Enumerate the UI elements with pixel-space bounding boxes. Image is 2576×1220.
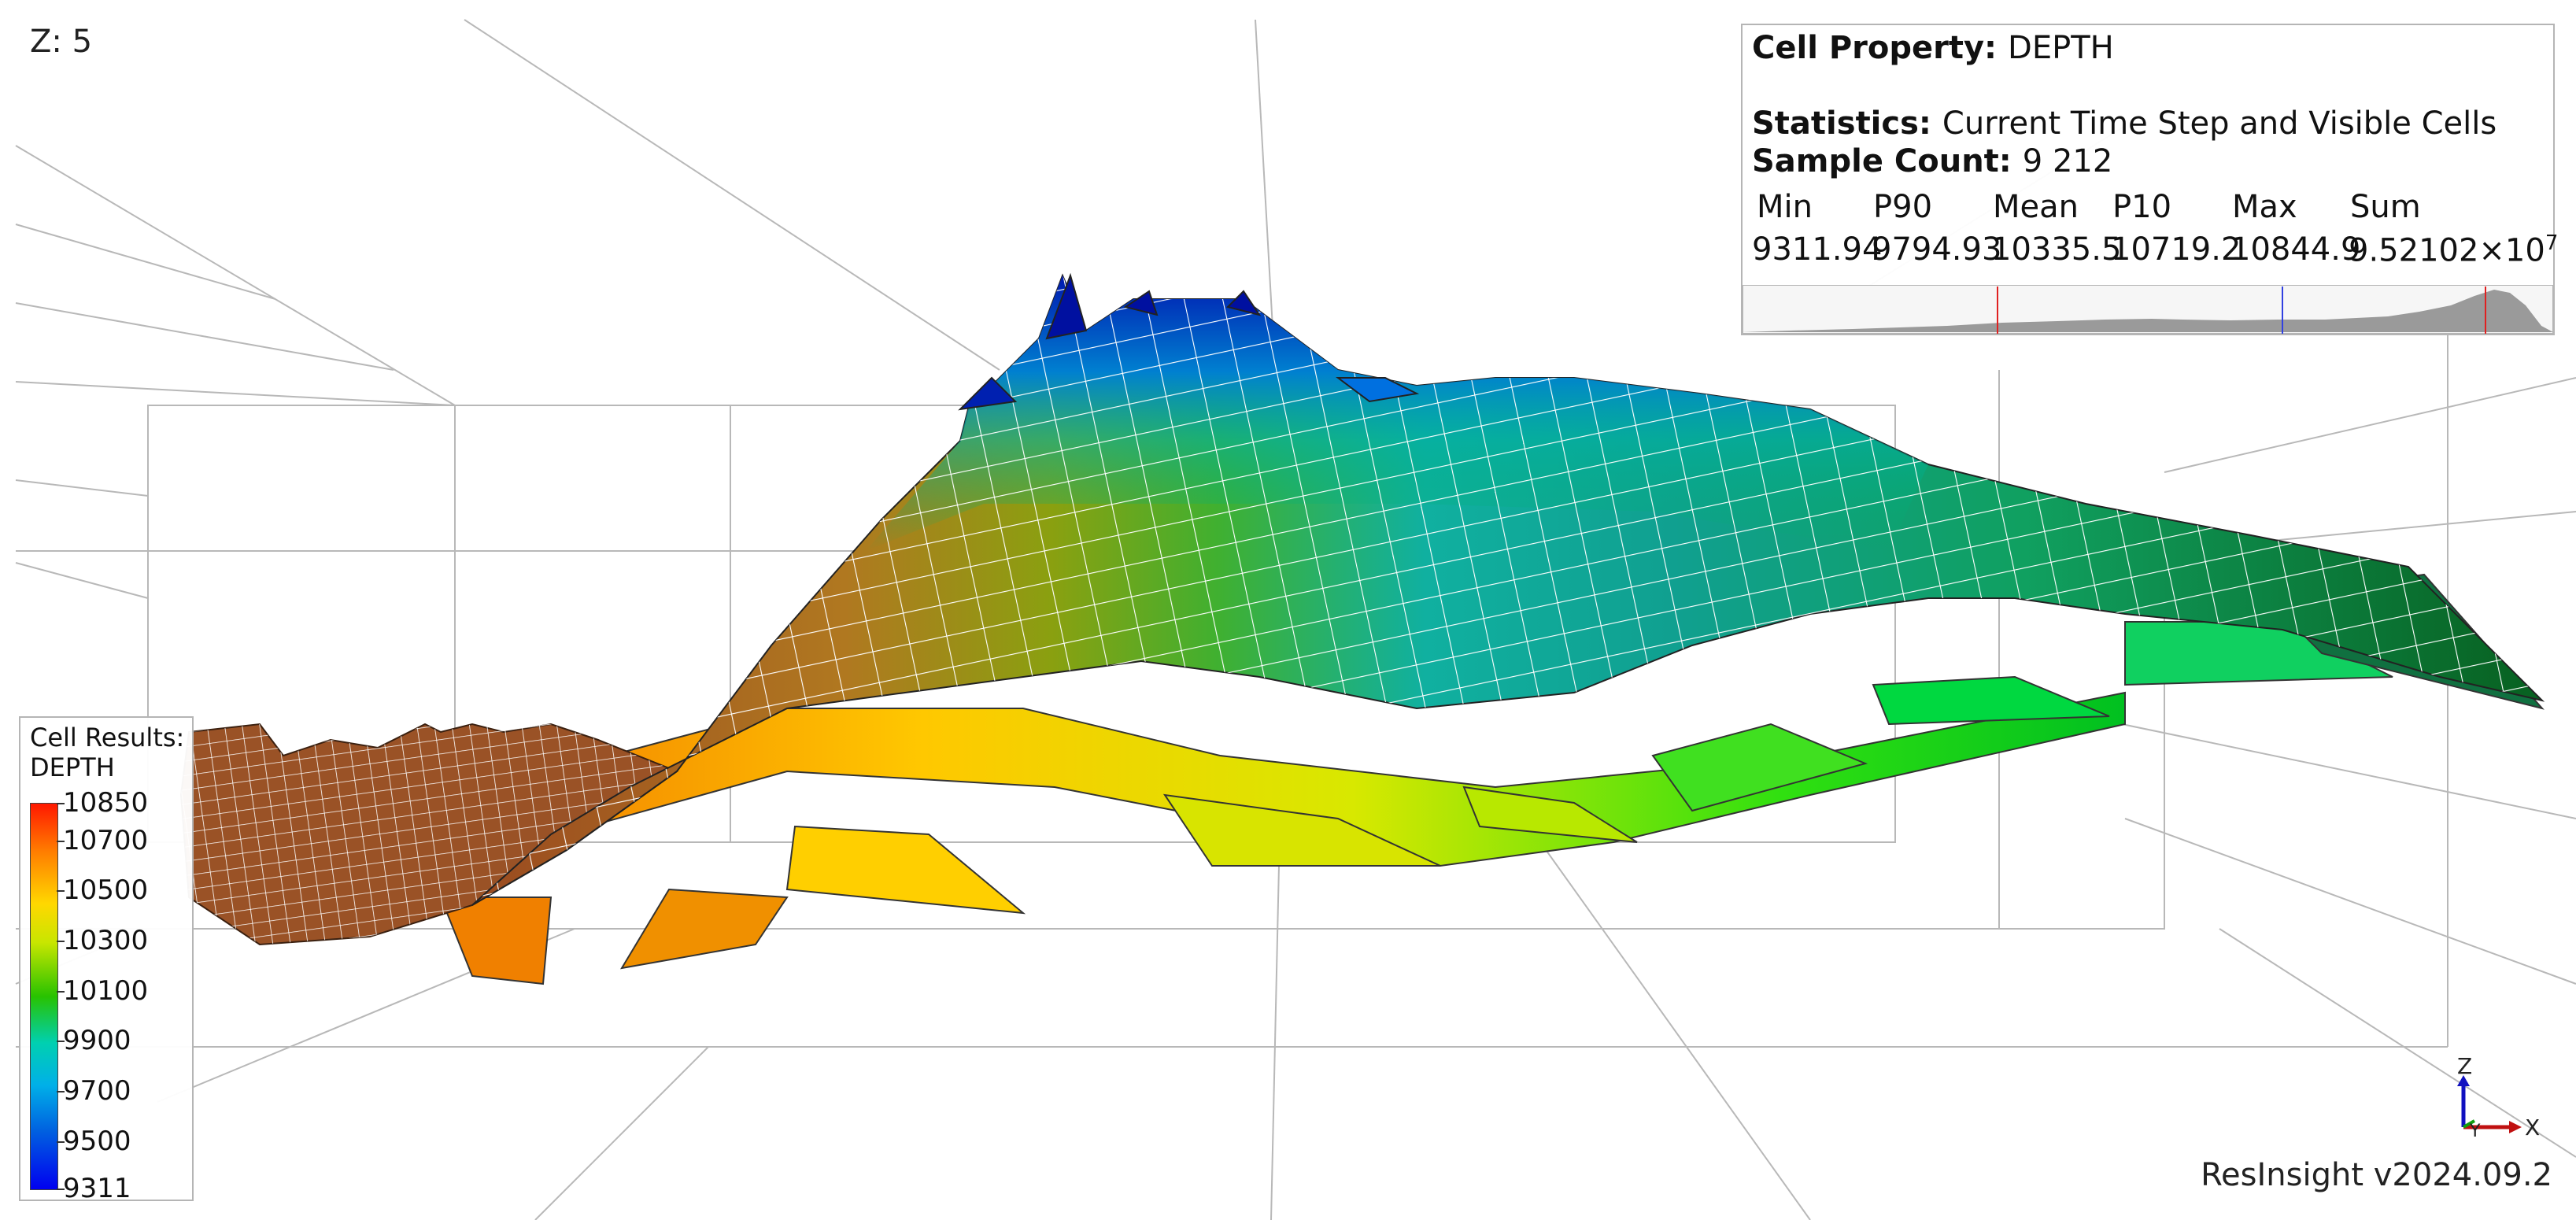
legend-tick-mark (57, 803, 65, 804)
legend-title: Cell Results: DEPTH (30, 723, 184, 782)
axis-z-label: Z (2457, 1055, 2472, 1079)
legend-color-bar (30, 803, 58, 1190)
legend-tick-label: 9500 (63, 1125, 131, 1157)
legend-tick-label: 9700 (63, 1075, 131, 1107)
stat-value-min: 9311.94 (1752, 231, 1883, 268)
legend-tick-mark (57, 1189, 65, 1190)
legend-tick-label: 9900 (63, 1025, 131, 1057)
stat-value-mean: 10335.5 (1991, 231, 2122, 268)
sample-count-value: 9 212 (2022, 143, 2113, 179)
legend-title-line2: DEPTH (30, 752, 115, 782)
stat-value-p90: 9794.93 (1872, 231, 2002, 268)
stat-value-max: 10844.9 (2230, 231, 2361, 268)
sample-count-label: Sample Count: (1752, 143, 2012, 179)
stat-header-min: Min (1757, 189, 1813, 225)
legend-tick-mark (57, 941, 65, 943)
stat-header-max: Max (2232, 189, 2297, 225)
stat-value-sum-exponent: 7 (2545, 231, 2559, 255)
stat-value-sum: 9.52102×107 (2349, 231, 2558, 268)
axis-x-label: X (2525, 1115, 2540, 1141)
legend-tick-mark (57, 990, 65, 993)
legend-tick-mark (57, 1141, 65, 1143)
stat-header-p90: P90 (1873, 189, 1933, 225)
legend-tick-label: 10700 (63, 824, 149, 856)
legend-tick-mark (57, 1041, 65, 1043)
legend-tick-label: 10300 (63, 925, 149, 957)
sample-count-line: Sample Count: 9 212 (1752, 143, 2112, 179)
grid-box (15, 19, 2576, 1220)
stat-value-sum-mantissa: 9.52102×10 (2349, 232, 2545, 269)
histogram-bars (1743, 290, 2553, 332)
statistics-line: Statistics: Current Time Step and Visible… (1752, 105, 2497, 142)
cell-property-value: DEPTH (2008, 30, 2114, 66)
legend-title-line1: Cell Results: (30, 723, 185, 752)
axis-triad: Z X Y (2457, 1055, 2540, 1141)
legend-tick-label: 10100 (63, 974, 149, 1007)
z-scale-label: Z: 5 (30, 24, 93, 60)
legend-tick-mark (57, 1091, 65, 1093)
stat-header-p10: P10 (2112, 189, 2172, 225)
version-label: ResInsight v2024.09.2 (2201, 1157, 2552, 1193)
legend-tick-mark (57, 890, 65, 893)
legend-tick-mark (57, 840, 65, 842)
statistics-label: Statistics: (1752, 105, 1931, 142)
statistics-value: Current Time Step and Visible Cells (1942, 105, 2497, 142)
cell-property-label: Cell Property: (1752, 30, 1998, 66)
axis-y-label: Y (2469, 1122, 2481, 1141)
statistics-panel: Cell Property: DEPTH Statistics: Current T… (1741, 24, 2558, 335)
stat-value-p10: 10719.2 (2111, 231, 2242, 268)
color-legend: Cell Results: DEPTH 10850 10700 10500 10300… (19, 716, 194, 1204)
legend-tick-label: 9311 (63, 1173, 131, 1204)
stat-header-sum: Sum (2350, 189, 2421, 225)
histogram (1743, 285, 2553, 334)
legend-tick-label: 10850 (63, 787, 149, 819)
stat-header-mean: Mean (1993, 189, 2079, 225)
legend-tick-label: 10500 (63, 874, 149, 907)
cell-property-line: Cell Property: DEPTH (1752, 30, 2114, 66)
reservoir-surface[interactable] (179, 272, 2545, 985)
